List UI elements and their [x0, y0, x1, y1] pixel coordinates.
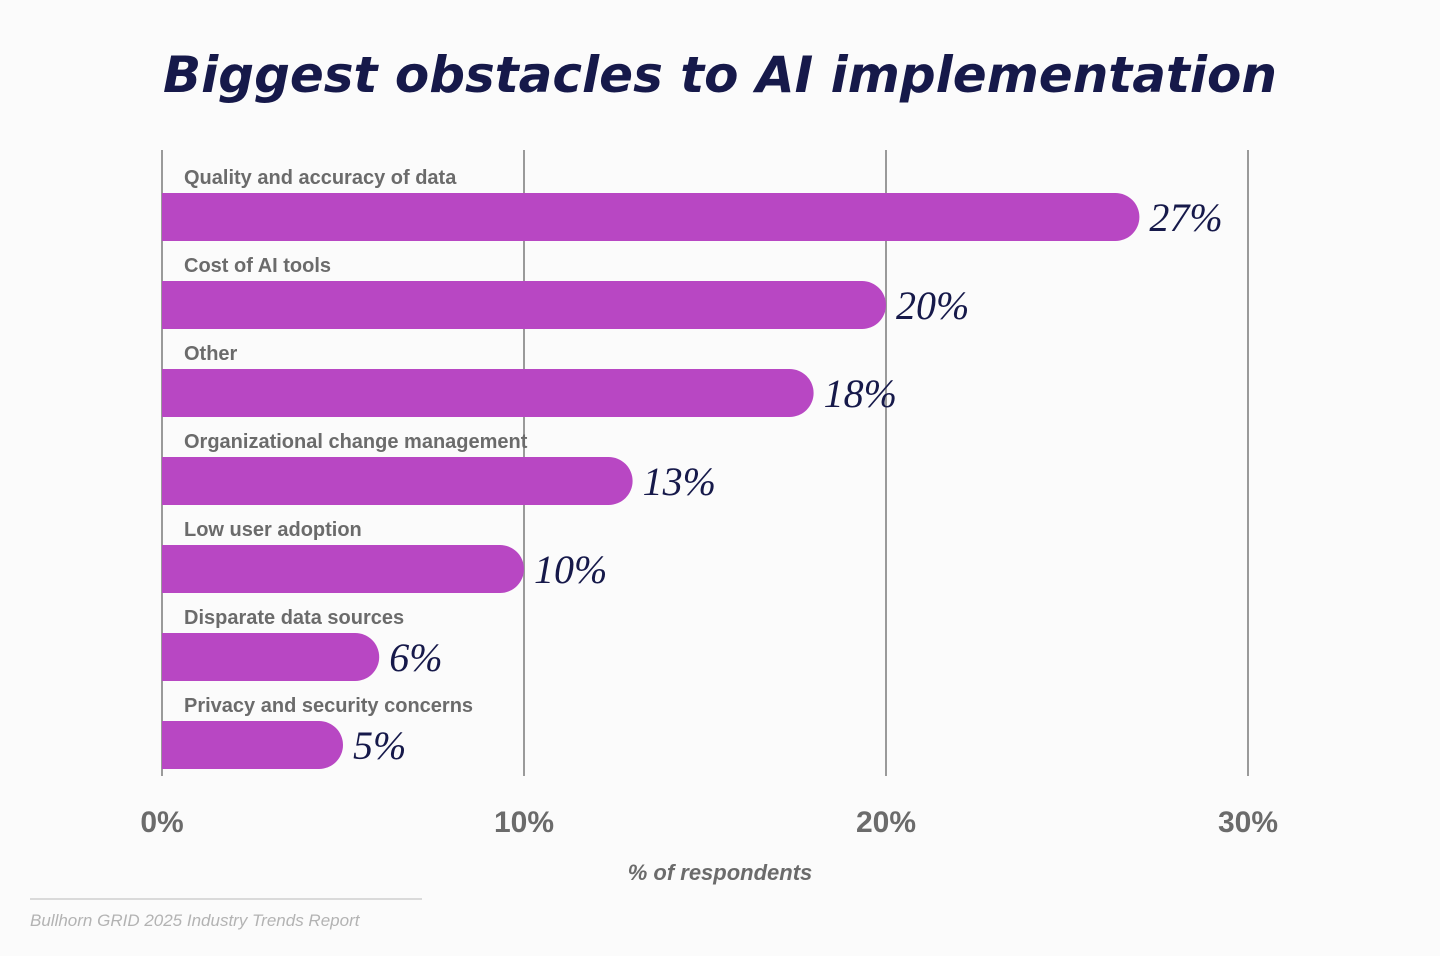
category-label: Organizational change management	[184, 431, 528, 453]
category-label: Other	[184, 343, 238, 365]
bar	[162, 457, 633, 505]
category-label: Privacy and security concerns	[184, 695, 473, 717]
chart-title: Biggest obstacles to AI implementation	[163, 46, 1277, 104]
category-label: Disparate data sources	[184, 607, 404, 629]
category-label: Cost of AI tools	[184, 255, 331, 277]
x-tick-label: 0%	[140, 806, 183, 839]
category-label: Quality and accuracy of data	[184, 167, 457, 189]
x-axis-ticks: 0% 10% 20% 30%	[140, 806, 1278, 839]
bar	[162, 721, 343, 769]
x-axis-label: % of respondents	[628, 860, 813, 885]
data-label: 18%	[824, 371, 897, 416]
category-label: Low user adoption	[184, 519, 362, 541]
x-tick-label: 10%	[494, 806, 554, 839]
bar	[162, 193, 1140, 241]
source-note: Bullhorn GRID 2025 Industry Trends Repor…	[30, 911, 361, 930]
data-label: 27%	[1149, 195, 1222, 240]
bars: Quality and accuracy of data 27% Cost of A…	[162, 167, 1223, 769]
data-label: 20%	[896, 283, 969, 328]
data-label: 6%	[389, 635, 442, 680]
data-label: 10%	[534, 547, 607, 592]
x-tick-label: 30%	[1218, 806, 1278, 839]
data-label: 13%	[643, 459, 716, 504]
bar	[162, 633, 380, 681]
data-label: 5%	[353, 723, 406, 768]
bar	[162, 369, 814, 417]
bar	[162, 545, 524, 593]
bar	[162, 281, 886, 329]
x-tick-label: 20%	[856, 806, 916, 839]
